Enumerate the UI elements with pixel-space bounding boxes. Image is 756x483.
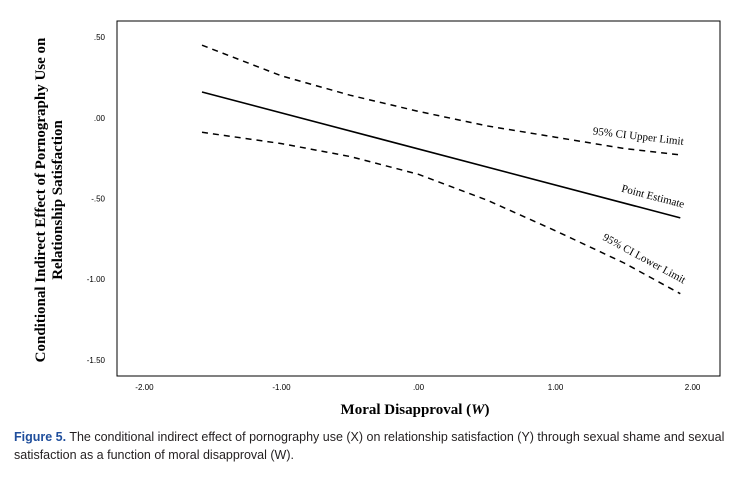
figure-label: Figure 5.: [14, 430, 67, 444]
y-tick-label: -1.50: [87, 356, 106, 365]
x-tick-label: 1.00: [548, 383, 564, 392]
series-layer: [201, 44, 681, 295]
figure-caption-text: The conditional indirect effect of porno…: [14, 430, 725, 462]
series-line-point-estimate: [201, 91, 681, 219]
x-axis-label: Moral Disapproval (W): [341, 402, 490, 418]
series-line-95-ci-lower-limit: [201, 131, 681, 295]
y-axis-label-line2: Relationship Satisfaction: [50, 120, 66, 280]
y-axis-label-line1: Conditional Indirect Effect of Pornograp…: [33, 37, 49, 362]
x-tick-label: -2.00: [135, 383, 154, 392]
y-axis-ticks: .50 .00 -.50 -1.00 -1.50: [87, 33, 106, 365]
y-tick-label: .00: [94, 114, 106, 123]
x-axis-label-text: Moral Disapproval: [341, 402, 463, 418]
chart: .50 .00 -.50 -1.00 -1.50 -2.00 -1.00 .00 1.00 2.…: [33, 20, 721, 418]
x-tick-label: -1.00: [272, 383, 291, 392]
plot-area: [116, 20, 721, 377]
y-tick-label: -1.00: [87, 275, 106, 284]
x-tick-label: .00: [413, 383, 425, 392]
figure-caption: Figure 5. The conditional indirect effec…: [14, 428, 748, 464]
y-tick-label: -.50: [91, 195, 105, 204]
x-axis-ticks: -2.00 -1.00 .00 1.00 2.00: [135, 383, 701, 392]
y-tick-label: .50: [94, 33, 106, 42]
x-tick-label: 2.00: [685, 383, 701, 392]
x-axis-label-var: W: [471, 402, 486, 418]
